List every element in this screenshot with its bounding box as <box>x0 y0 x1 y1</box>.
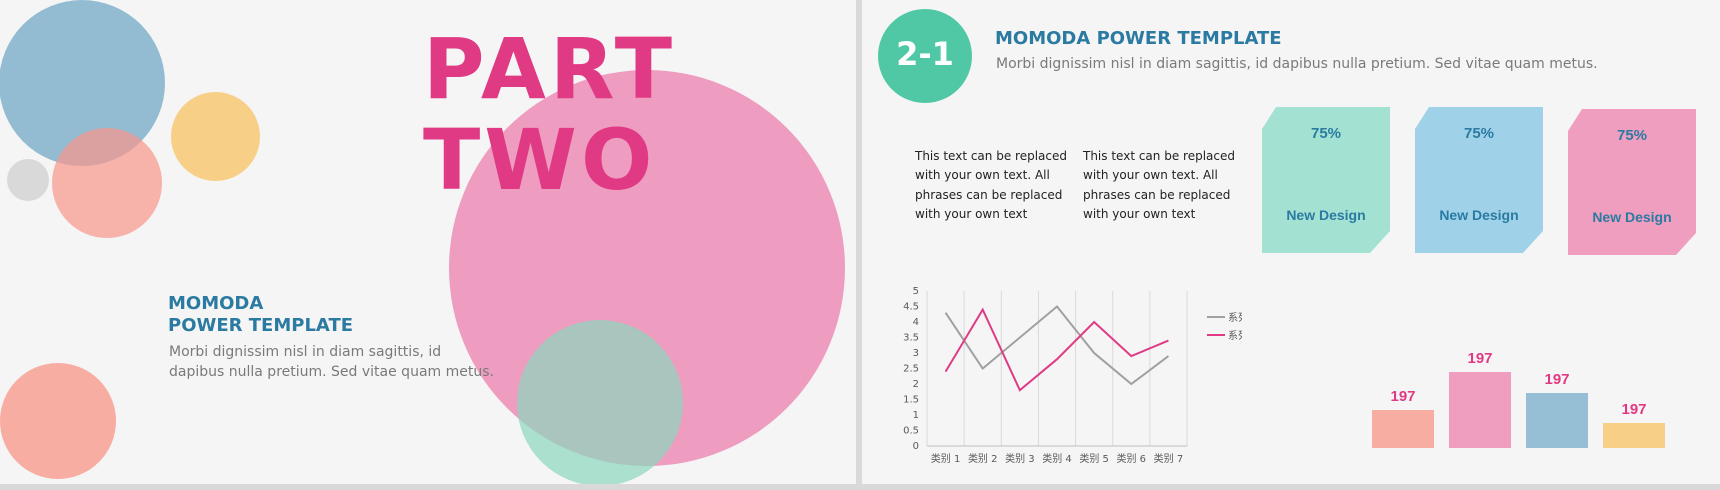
text-block-2-line: with your own text. All <box>1083 168 1218 182</box>
card-percent: 75% <box>1310 125 1342 142</box>
text-block-1-line: with your own text. All <box>915 168 1050 182</box>
text-block-1-line: This text can be replaced <box>915 149 1067 163</box>
part-title-line2: TWO <box>423 111 657 209</box>
bar-value-label: 197 <box>1467 350 1493 368</box>
card-label: New Design <box>1286 207 1366 223</box>
section-subtitle: Morbi dignissim nisl in diam sagittis, i… <box>996 56 1598 72</box>
body-line2: dapibus nulla pretium. Sed vitae quam me… <box>169 364 494 380</box>
decor-circle-grey <box>7 159 49 201</box>
decor-circle-mint <box>517 320 683 484</box>
legend-label: 系列 1 <box>1228 311 1242 324</box>
bar-value-label: 197 <box>1544 370 1570 388</box>
stat-card: 75% New Design <box>1415 107 1543 253</box>
x-tick-label: 类别 4 <box>1042 452 1072 465</box>
y-tick-label: 3 <box>913 348 919 359</box>
line-chart: 0 0.5 1 1.5 2 2.5 3 3.5 4 4.5 5 类别 1 类别 2 类别 3 类别 4 类别 … <box>903 286 1242 465</box>
bar <box>1372 410 1434 448</box>
legend-label: 系列 2 <box>1228 329 1242 342</box>
text-block-1-line: with your own text <box>915 207 1028 221</box>
y-tick-label: 0.5 <box>903 426 919 437</box>
card-label: New Design <box>1592 209 1672 225</box>
bar-value-label: 197 <box>1390 388 1416 406</box>
body-line1: Morbi dignissim nisl in diam sagittis, i… <box>169 344 442 360</box>
y-tick-label: 4.5 <box>903 302 919 313</box>
badge-circle <box>878 9 972 103</box>
y-tick-label: 3.5 <box>903 333 919 344</box>
text-block-2-line: This text can be replaced <box>1083 149 1235 163</box>
y-tick-label: 2 <box>913 379 919 390</box>
part-title-line1: PART <box>423 20 677 118</box>
badge-label: 2-1 <box>896 35 954 73</box>
decor-circle-salmon <box>52 128 162 238</box>
stat-card: 75% New Design <box>1262 107 1390 253</box>
bar-chart: 197 197 197 197 <box>1362 330 1682 450</box>
series-line <box>944 305 1170 386</box>
x-tick-label: 类别 5 <box>1079 452 1109 465</box>
bar-value-label: 197 <box>1621 400 1647 418</box>
text-block-1-line: phrases can be replaced <box>915 188 1063 202</box>
bar <box>1449 372 1511 448</box>
card-percent: 75% <box>1463 125 1495 142</box>
x-tick-label: 类别 7 <box>1154 452 1184 465</box>
text-block-2-line: with your own text <box>1083 207 1196 221</box>
x-tick-label: 类别 6 <box>1117 452 1147 465</box>
card-percent: 75% <box>1616 127 1648 144</box>
card-shape <box>1262 107 1390 253</box>
y-tick-label: 4 <box>913 317 919 328</box>
card-shape <box>1415 107 1543 253</box>
y-tick-label: 5 <box>913 286 919 297</box>
bar <box>1603 422 1665 448</box>
heading-line1: MOMODA <box>168 293 264 314</box>
slide-2-1: 2-1 MOMODA POWER TEMPLATE Morbi dignissi… <box>862 0 1720 484</box>
bar <box>1526 392 1588 448</box>
x-tick-label: 类别 2 <box>968 452 998 465</box>
decor-circle-yellow <box>171 92 260 181</box>
series-line <box>944 307 1169 392</box>
stat-card: 75% New Design <box>1568 109 1696 255</box>
heading-line2: POWER TEMPLATE <box>168 315 354 336</box>
y-tick-label: 0 <box>913 441 919 452</box>
card-shape <box>1568 109 1696 255</box>
y-tick-label: 1 <box>913 410 919 421</box>
x-tick-label: 类别 3 <box>1005 452 1035 465</box>
decor-circle-salmon-bottom <box>0 363 116 479</box>
x-tick-label: 类别 1 <box>931 452 961 465</box>
section-title: MOMODA POWER TEMPLATE <box>995 28 1282 49</box>
slide-part-two: PART TWO MOMODA POWER TEMPLATE Morbi dig… <box>0 0 856 484</box>
text-block-2-line: phrases can be replaced <box>1083 188 1231 202</box>
card-label: New Design <box>1439 207 1519 223</box>
y-tick-label: 2.5 <box>903 364 919 375</box>
y-tick-label: 1.5 <box>903 395 919 406</box>
